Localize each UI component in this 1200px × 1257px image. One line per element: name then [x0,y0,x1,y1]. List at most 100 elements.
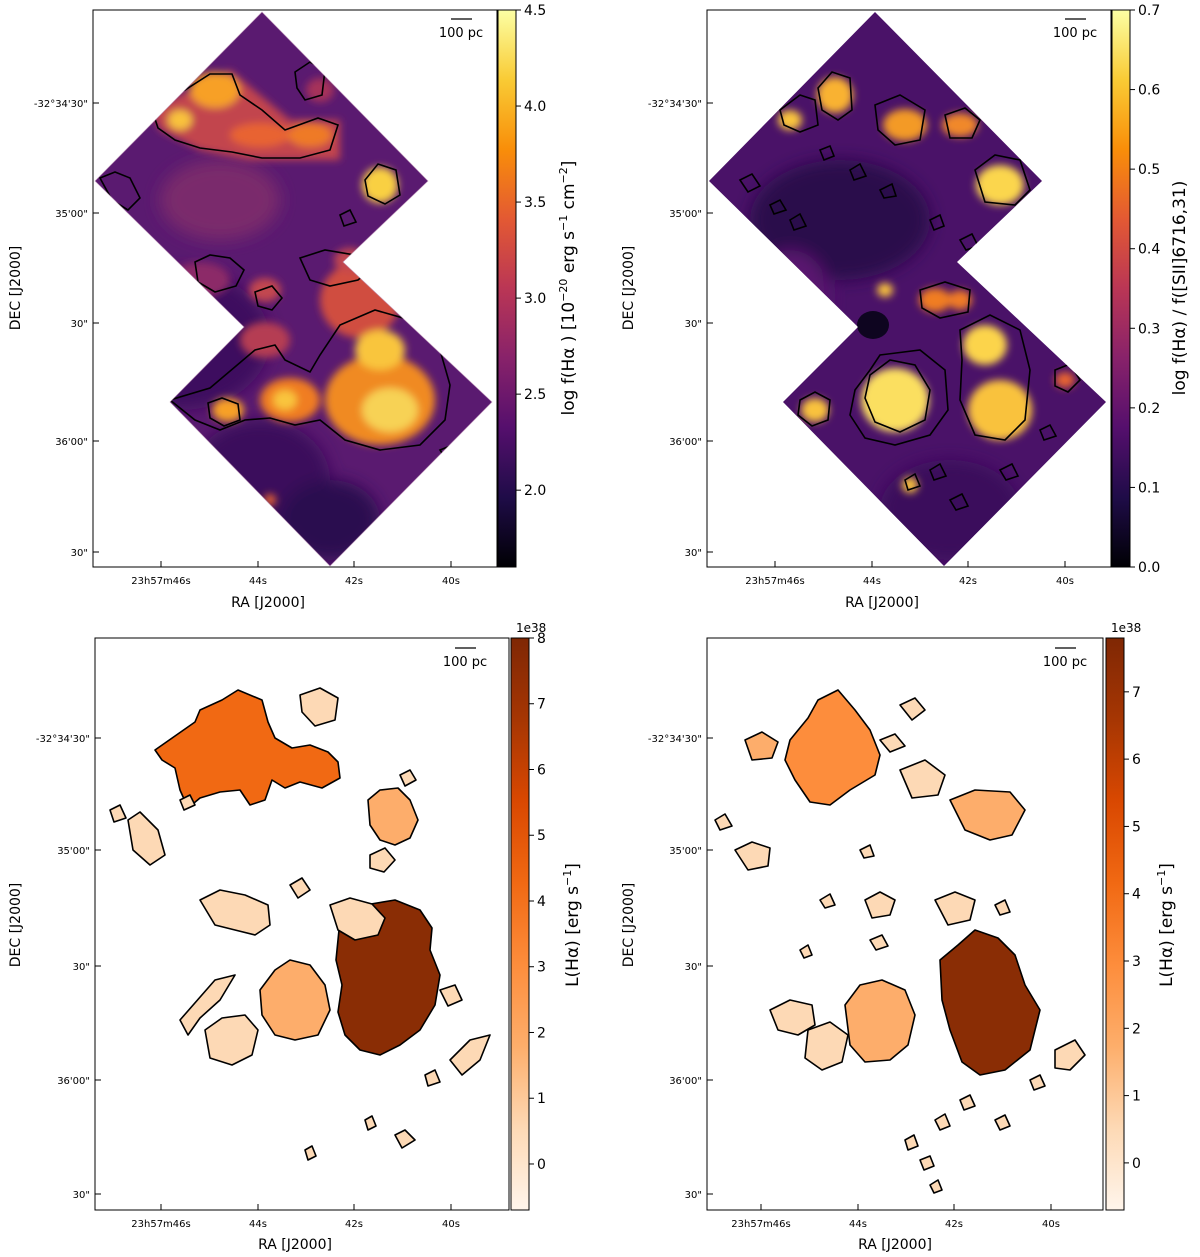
x-axis: 23h57m46s 44s 42s 40s RA [J2000] [745,561,1074,611]
x-tick: 44s [849,1204,867,1230]
hii-region [869,934,889,951]
hii-region [299,687,339,727]
colorbar-label: L(Hα) [erg s−1] [561,863,583,987]
y-tick: 35'00" [669,846,713,857]
y-tick-label: -32°34'30" [36,734,90,745]
hii-region [939,929,1041,1076]
colorbar-tick-label: 4.5 [524,3,546,19]
hii-region [994,899,1011,916]
y-tick-label: -32°34'30" [648,99,702,110]
colorbar-tick-label: 0 [537,1157,546,1173]
hii-region [819,893,836,909]
y-tick: 30" [73,1190,101,1201]
x-tick-label: 40s [442,576,460,587]
hii-region [369,847,396,873]
axes-frame [706,9,1112,568]
colorbar-tick-label: 0.7 [1138,3,1160,19]
colorbar-ticks: 0 1 2 3 4 5 6 7 8 [529,631,546,1173]
x-tick: 23h57m46s [731,1204,791,1230]
x-tick-label: 44s [249,576,267,587]
scalebar-label: 100 pc [439,26,483,41]
x-tick-label: 42s [945,1219,963,1230]
colorbar-tick-label: 4.0 [524,99,546,115]
colorbar-tick-label: 8 [537,631,546,647]
colorbar-tick-label: 6 [537,762,546,778]
x-tick: 42s [345,561,363,587]
x-axis: 23h57m46s 44s 42s 40s RA [J2000] [131,561,460,611]
panel-bottom-left: 100 pc 23h57m46s 44s 42s 40s RA [J2000] … [8,621,583,1253]
x-tick-label: 40s [1042,1219,1060,1230]
y-tick: 36'00" [669,1076,713,1087]
colorbar-ticks: 0 1 2 3 4 5 6 7 [1124,685,1141,1172]
hii-region [864,891,896,919]
panel-top-right: 100 pc 23h57m46s 44s 42s 40s RA [J2000] … [621,3,1190,611]
y-tick: 35'00" [55,209,99,220]
hii-region [1029,1074,1046,1091]
x-tick-label: 40s [442,1219,460,1230]
y-tick: 35'00" [57,846,101,857]
hii-region [899,759,946,799]
scalebar-label: 100 pc [443,655,487,670]
colorbar-tick-label: 4 [1132,887,1141,903]
hii-region [179,974,236,1036]
colorbar-tick-label: 5 [537,828,546,844]
colorbar: 0 1 2 3 4 5 6 7 8 1e38 L(Hα) [erg s−1] [510,621,583,1211]
hii-region [769,999,816,1036]
y-axis: -32°34'30" 35'00" 30" 36'00" 30" DEC [J2… [621,734,713,1201]
colorbar-gradient [497,9,517,568]
hii-region [259,959,331,1041]
scalebar-label: 100 pc [1043,655,1087,670]
y-tick: -32°34'30" [648,99,713,110]
colorbar-tick-label: 1 [1132,1089,1141,1105]
colorbar-gradient [1105,637,1125,1211]
y-tick-label: 35'00" [669,846,702,857]
x-tick: 40s [442,1204,460,1230]
scalebar: 100 pc [1043,647,1087,670]
x-tick-label: 23h57m46s [745,576,804,587]
y-tick-label: 36'00" [669,437,702,448]
y-axis-label: DEC [J2000] [621,883,637,968]
x-axis-label: RA [J2000] [258,1237,332,1253]
colorbar-tick-label: 6 [1132,752,1141,768]
hii-region [804,1021,849,1071]
x-tick-label: 44s [249,1219,267,1230]
hii-region [949,789,1026,841]
x-tick-label: 40s [1056,576,1074,587]
x-tick: 42s [959,561,977,587]
hii-region [399,769,417,787]
y-tick-label: 30" [71,319,88,330]
colorbar-tick-label: 3 [537,960,546,976]
colorbar-gradient [1111,9,1131,568]
y-tick-label: 30" [685,1190,702,1201]
y-axis-label: DEC [J2000] [621,246,637,331]
y-axis: -32°34'30" 35'00" 30" 36'00" 30" DEC [J2… [8,734,101,1201]
x-axis: 23h57m46s 44s 42s 40s RA [J2000] [131,1204,460,1253]
colorbar-tick-label: 0.5 [1138,162,1160,178]
x-tick: 40s [1056,561,1074,587]
y-tick: 36'00" [57,1076,101,1087]
x-tick: 44s [249,561,267,587]
hii-region [367,787,419,846]
colorbar-tick-label: 3.0 [524,291,546,307]
y-tick-label: 36'00" [55,437,88,448]
colorbar-tick-label: 2 [537,1025,546,1041]
x-tick: 42s [345,1204,363,1230]
hii-region [784,689,881,806]
colorbar-tick-label: 0.4 [1138,242,1160,258]
y-tick-label: -32°34'30" [34,99,88,110]
hii-region [904,1134,919,1151]
y-tick: 30" [685,1190,713,1201]
y-tick-label: 30" [73,962,90,973]
panel-top-left: 100 pc 23h57m46s 44s 42s 40s RA [J2000] … [8,3,579,611]
hii-region [449,1034,491,1076]
y-tick: 30" [685,548,713,559]
x-tick: 42s [945,1204,963,1230]
colorbar: 2.0 2.5 3.0 3.5 4.0 4.5 log f(Hα ) [10−20 erg… [497,3,579,568]
x-tick-label: 23h57m46s [131,1219,190,1230]
y-tick-label: 30" [685,319,702,330]
x-axis-label: RA [J2000] [858,1237,932,1253]
x-axis: 23h57m46s 44s 42s 40s RA [J2000] [731,1204,1060,1253]
hii-region [959,1094,976,1111]
y-axis-label: DEC [J2000] [8,883,24,968]
